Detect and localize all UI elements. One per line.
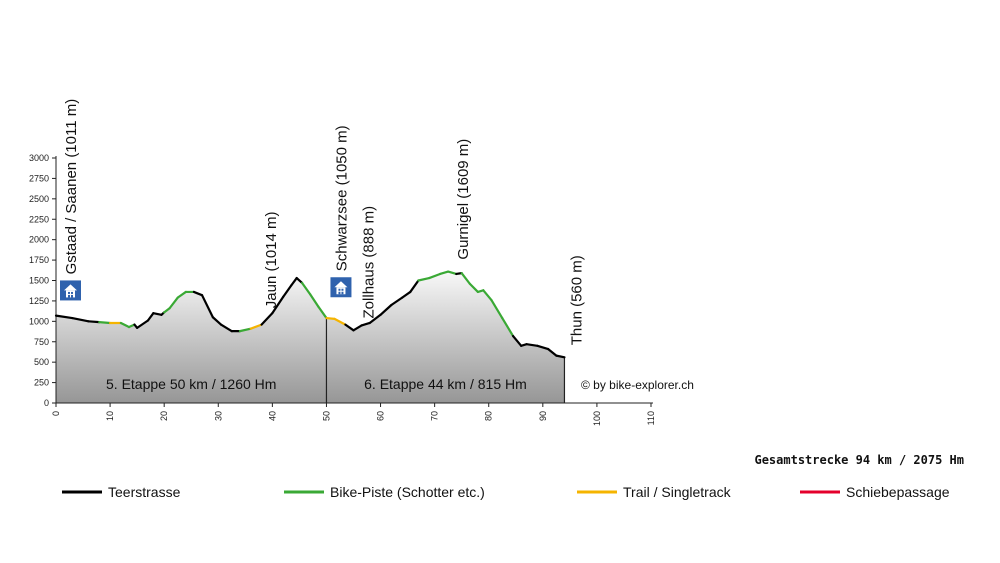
profile-segment — [192, 290, 204, 297]
y-tick-label: 250 — [34, 378, 49, 388]
profile-segment — [379, 303, 393, 316]
y-tick-label: 1250 — [29, 296, 49, 306]
x-tick-label: 90 — [538, 411, 548, 421]
legend-label: Teerstrasse — [108, 484, 181, 500]
peak-label: Zollhaus (888 m) — [361, 206, 378, 319]
profile-segment — [428, 272, 442, 280]
y-tick-label: 3000 — [29, 153, 49, 163]
profile-segment — [333, 317, 347, 326]
legend-label: Bike-Piste (Schotter etc.) — [330, 484, 485, 500]
profile-segment — [119, 321, 131, 329]
hut-icon — [330, 277, 352, 298]
peak-label: Jaun (1014 m) — [263, 211, 280, 308]
profile-segment — [282, 284, 293, 298]
profile-segment — [490, 299, 504, 320]
y-tick-label: 1000 — [29, 316, 49, 326]
x-tick-label: 70 — [430, 411, 440, 421]
profile-segment — [200, 294, 214, 319]
profile-segment — [325, 316, 336, 320]
x-tick-label: 40 — [267, 411, 277, 421]
y-tick-label: 1750 — [29, 255, 49, 265]
profile-segment — [352, 324, 363, 332]
profile-segment — [219, 323, 233, 333]
profile-segment — [98, 321, 112, 325]
y-tick-label: 1500 — [29, 276, 49, 286]
peak-label: Gstaad / Saanen (1011 m) — [63, 99, 80, 275]
x-tick-label: 10 — [105, 411, 115, 421]
profile-segment — [317, 305, 328, 320]
profile-segment — [438, 270, 450, 276]
x-tick-label: 0 — [51, 411, 61, 416]
profile-segment — [547, 348, 558, 357]
profile-segment — [409, 279, 420, 294]
y-tick-label: 2500 — [29, 194, 49, 204]
profile-segment — [249, 323, 263, 330]
x-tick-label: 60 — [376, 411, 386, 421]
profile-segment — [271, 295, 285, 315]
profile-segment — [163, 307, 171, 314]
profile-segment — [468, 282, 480, 294]
profile-segment — [525, 343, 539, 347]
profile-segment — [501, 316, 515, 338]
profile-segment — [368, 313, 382, 325]
legend-label: Trail / Singletrack — [623, 484, 732, 500]
stage-label: 6. Etappe 44 km / 815 Hm — [364, 376, 527, 392]
peak-label: Schwarzsee (1050 m) — [333, 125, 350, 271]
hut-icon — [60, 280, 81, 301]
profile-segment — [536, 344, 550, 351]
stage-label: 5. Etappe 50 km / 1260 Hm — [106, 376, 276, 392]
copyright-text: © by bike-explorer.ch — [581, 378, 694, 392]
profile-segment — [447, 270, 458, 276]
y-tick-label: 500 — [34, 357, 49, 367]
profile-segment — [555, 354, 566, 359]
profile-segment — [211, 316, 223, 326]
x-tick-label: 80 — [484, 411, 494, 421]
profile-segment — [417, 276, 431, 282]
profile-segment — [290, 276, 298, 287]
profile-segment — [71, 316, 90, 323]
y-tick-label: 0 — [44, 398, 49, 408]
profile-segment — [152, 312, 163, 316]
profile-segment — [295, 276, 304, 285]
profile-segment — [482, 289, 493, 302]
y-tick-label: 2250 — [29, 214, 49, 224]
profile-segment — [460, 272, 471, 285]
x-tick-label: 110 — [646, 411, 656, 425]
y-tick-label: 2000 — [29, 235, 49, 245]
peak-label: Thun (560 m) — [569, 255, 586, 345]
profile-segment — [168, 296, 179, 310]
profile-segment — [146, 312, 155, 322]
profile-segment — [176, 290, 187, 299]
total-distance-text: Gesamtstrecke 94 km / 2075 Hm — [754, 453, 964, 467]
profile-segment — [401, 290, 412, 299]
profile-segment — [360, 321, 371, 327]
x-tick-label: 100 — [592, 411, 602, 426]
peak-label: Gurnigel (1609 m) — [455, 139, 472, 260]
profile-segment — [87, 320, 101, 324]
profile-segment — [309, 293, 320, 308]
x-tick-label: 50 — [321, 411, 331, 421]
y-tick-label: 750 — [34, 337, 49, 347]
profile-segment — [511, 334, 523, 347]
legend-label: Schiebepassage — [846, 484, 950, 500]
x-tick-label: 30 — [213, 411, 223, 421]
x-tick-label: 20 — [159, 411, 169, 421]
profile-segment — [390, 296, 404, 307]
profile-segment — [54, 314, 74, 320]
profile-segment — [136, 319, 150, 329]
profile-segment — [260, 312, 274, 326]
profile-segment — [301, 281, 312, 296]
y-tick-label: 2750 — [29, 173, 49, 183]
profile-segment — [344, 323, 355, 332]
profile-area — [56, 271, 565, 403]
profile-segment — [238, 327, 252, 333]
